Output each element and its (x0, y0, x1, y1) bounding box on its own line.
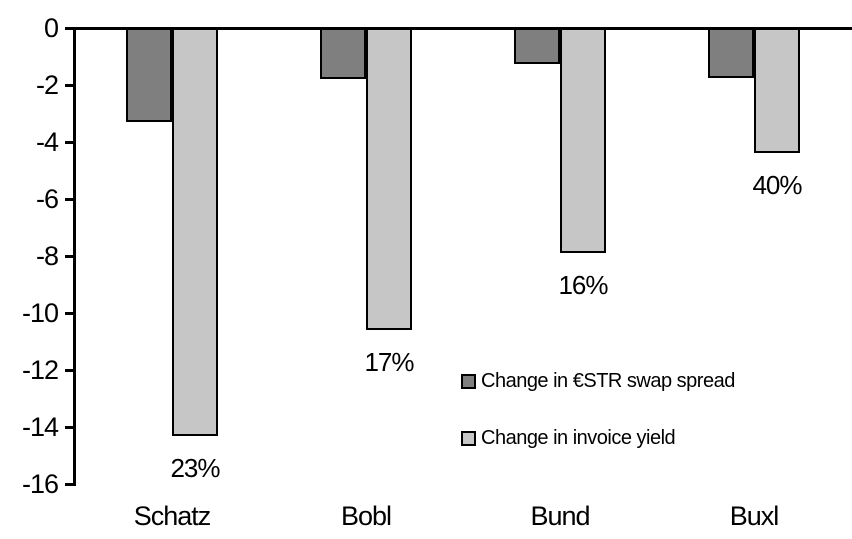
y-tick-label: -10 (21, 298, 59, 328)
bar-bund-invoice-yield (560, 28, 606, 253)
y-tick (65, 140, 75, 144)
y-tick (65, 26, 75, 30)
y-tick-label: -2 (35, 70, 59, 100)
y-tick-label: -4 (35, 127, 59, 157)
swap-spread-swatch (461, 373, 476, 389)
x-axis-zero-line (73, 27, 852, 30)
invoice-yield-swatch (461, 430, 476, 446)
x-category-label-bobl: Bobl (340, 501, 392, 531)
bar-bund-swap-spread (514, 28, 560, 64)
bar-value-label-bobl: 17% (364, 347, 414, 377)
bar-bobl-invoice-yield (366, 28, 412, 330)
y-tick-label: -6 (35, 184, 59, 214)
y-tick-label: -14 (21, 412, 59, 442)
y-tick (65, 311, 75, 315)
y-tick (65, 254, 75, 258)
x-category-label-buxl: Buxl (729, 501, 780, 531)
legend-item-swap-spread: Change in €STR swap spread (461, 367, 735, 395)
y-tick-label: -12 (21, 355, 59, 385)
bar-schatz-swap-spread (126, 28, 172, 122)
y-tick-label: -16 (21, 469, 59, 499)
y-tick (65, 83, 75, 87)
bar-value-label-bund: 16% (558, 270, 608, 300)
legend-item-invoice-yield: Change in invoice yield (461, 424, 735, 452)
y-tick (65, 425, 75, 429)
bar-value-label-schatz: 23% (170, 453, 220, 483)
x-category-label-bund: Bund (530, 501, 590, 531)
y-tick (65, 197, 75, 201)
y-tick-label: 0 (43, 13, 59, 43)
legend-label-swap-spread: Change in €STR swap spread (481, 370, 735, 392)
x-category-label-schatz: Schatz (133, 501, 212, 531)
y-tick-label: -8 (35, 241, 59, 271)
bar-buxl-invoice-yield (754, 28, 800, 153)
y-tick (65, 482, 75, 486)
bar-schatz-invoice-yield (172, 28, 218, 436)
bar-bobl-swap-spread (320, 28, 366, 79)
bar-buxl-swap-spread (708, 28, 754, 78)
legend: Change in €STR swap spread Change in inv… (461, 367, 735, 452)
bar-value-label-buxl: 40% (752, 170, 802, 200)
y-tick (65, 368, 75, 372)
legend-label-invoice-yield: Change in invoice yield (481, 427, 676, 449)
